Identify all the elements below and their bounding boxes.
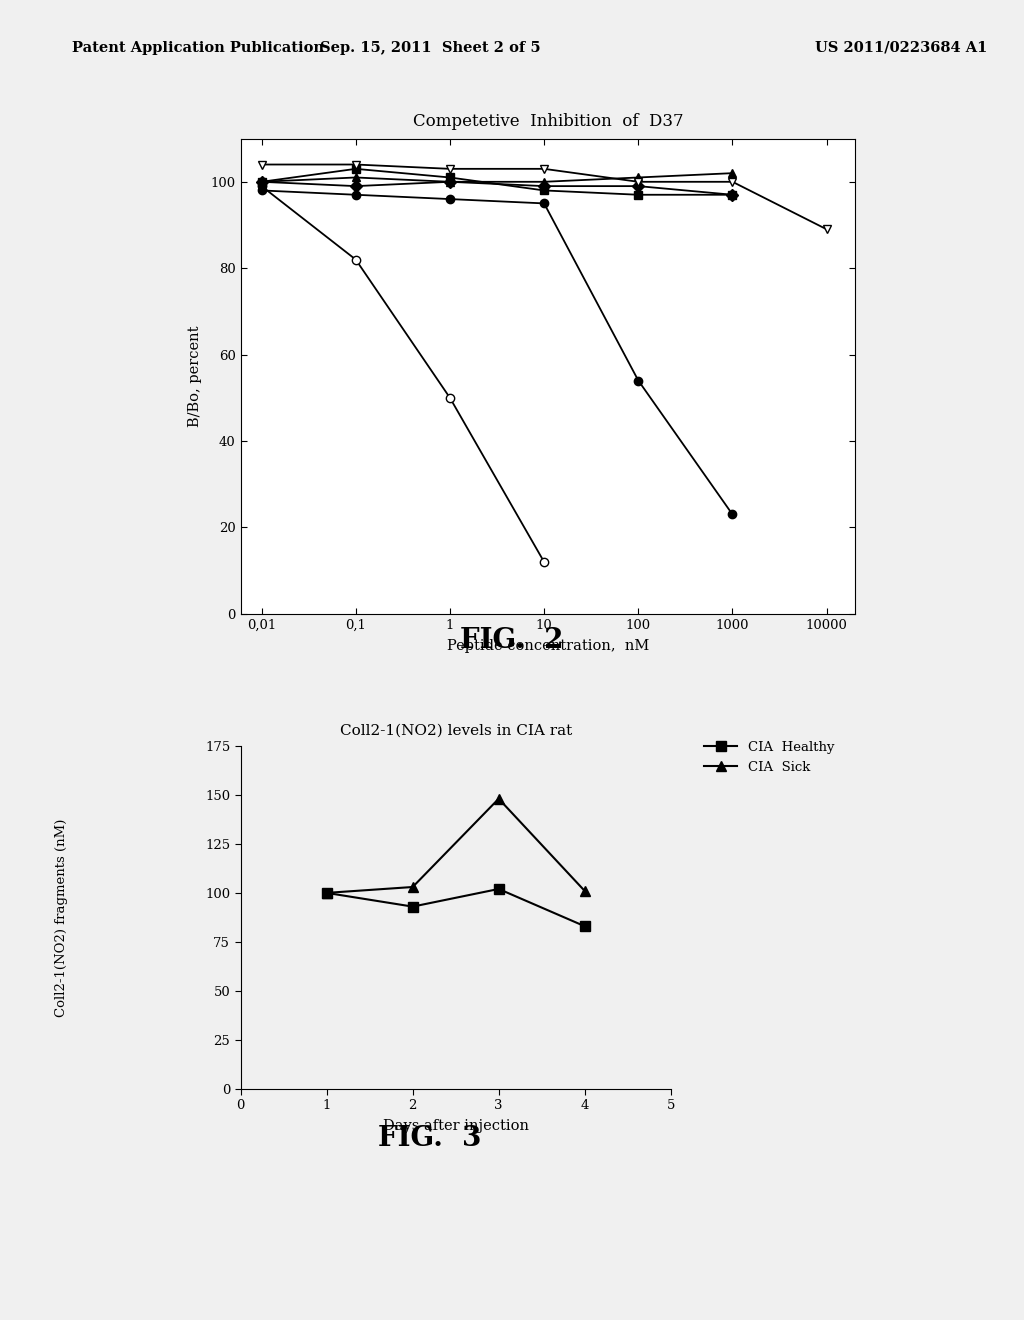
CIA  Sick xyxy=(407,879,419,895)
Legend: CIA  Healthy, CIA  Sick: CIA Healthy, CIA Sick xyxy=(698,735,840,779)
CIA  Sick xyxy=(579,883,591,899)
Text: Sep. 15, 2011  Sheet 2 of 5: Sep. 15, 2011 Sheet 2 of 5 xyxy=(319,41,541,54)
Line: CIA  Sick: CIA Sick xyxy=(322,793,590,898)
Text: Patent Application Publication: Patent Application Publication xyxy=(72,41,324,54)
CIA  Healthy xyxy=(407,899,419,915)
CIA  Healthy xyxy=(321,884,333,900)
CIA  Healthy xyxy=(493,880,505,896)
Text: FIG.  3: FIG. 3 xyxy=(379,1125,481,1151)
X-axis label: Peptide concentration,  nM: Peptide concentration, nM xyxy=(446,639,649,652)
Title: Competetive  Inhibition  of  D37: Competetive Inhibition of D37 xyxy=(413,114,683,131)
Text: Coll2-1(NO2) fragments (nM): Coll2-1(NO2) fragments (nM) xyxy=(55,818,68,1016)
Line: CIA  Healthy: CIA Healthy xyxy=(322,884,590,931)
CIA  Sick xyxy=(493,791,505,807)
Y-axis label: B/Bo, percent: B/Bo, percent xyxy=(188,326,203,426)
Text: FIG.  2: FIG. 2 xyxy=(460,627,564,653)
X-axis label: Days after injection: Days after injection xyxy=(383,1119,528,1134)
CIA  Sick xyxy=(321,884,333,900)
Title: Coll2-1(NO2) levels in CIA rat: Coll2-1(NO2) levels in CIA rat xyxy=(340,723,571,738)
Text: US 2011/0223684 A1: US 2011/0223684 A1 xyxy=(815,41,987,54)
CIA  Healthy xyxy=(579,919,591,935)
